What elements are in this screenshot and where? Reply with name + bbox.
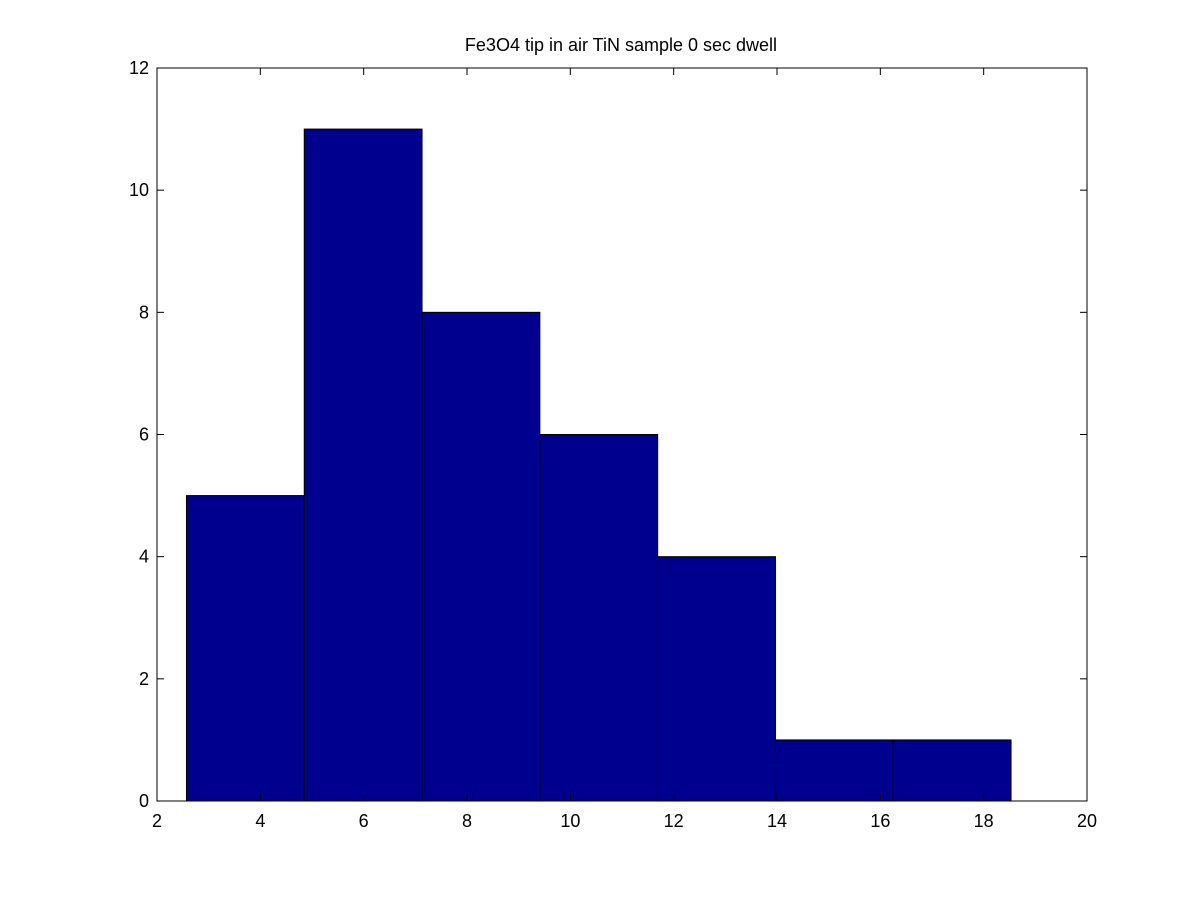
x-tick-label: 8: [462, 811, 472, 831]
x-tick-label: 6: [359, 811, 369, 831]
y-tick-label: 2: [139, 669, 149, 689]
x-axis-ticks: 2 4 6 8 10 12 14 16 18 20: [152, 68, 1097, 831]
bars-layer: [185, 128, 1012, 802]
y-tick-label: 0: [139, 791, 149, 811]
x-tick-label: 20: [1077, 811, 1097, 831]
histogram-bar: [185, 495, 305, 802]
histogram-bar: [421, 311, 541, 802]
x-tick-label: 12: [664, 811, 684, 831]
histogram-bar: [539, 434, 659, 802]
y-tick-label: 8: [139, 302, 149, 322]
histogram-bar: [774, 739, 894, 802]
x-tick-label: 2: [152, 811, 162, 831]
x-tick-label: 18: [974, 811, 994, 831]
y-tick-label: 6: [139, 425, 149, 445]
x-tick-label: 14: [767, 811, 787, 831]
histogram-bar: [657, 556, 776, 802]
x-tick-label: 4: [255, 811, 265, 831]
x-tick-label: 16: [870, 811, 890, 831]
y-tick-label: 10: [129, 180, 149, 200]
histogram-bar: [303, 128, 423, 802]
y-tick-label: 4: [139, 547, 149, 567]
y-tick-label: 12: [129, 58, 149, 78]
y-axis-ticks: 0 2 4 6 8 10 12: [129, 58, 1087, 811]
chart-title: Fe3O4 tip in air TiN sample 0 sec dwell: [465, 35, 777, 55]
histogram-bar: [892, 739, 1012, 802]
x-tick-label: 10: [560, 811, 580, 831]
